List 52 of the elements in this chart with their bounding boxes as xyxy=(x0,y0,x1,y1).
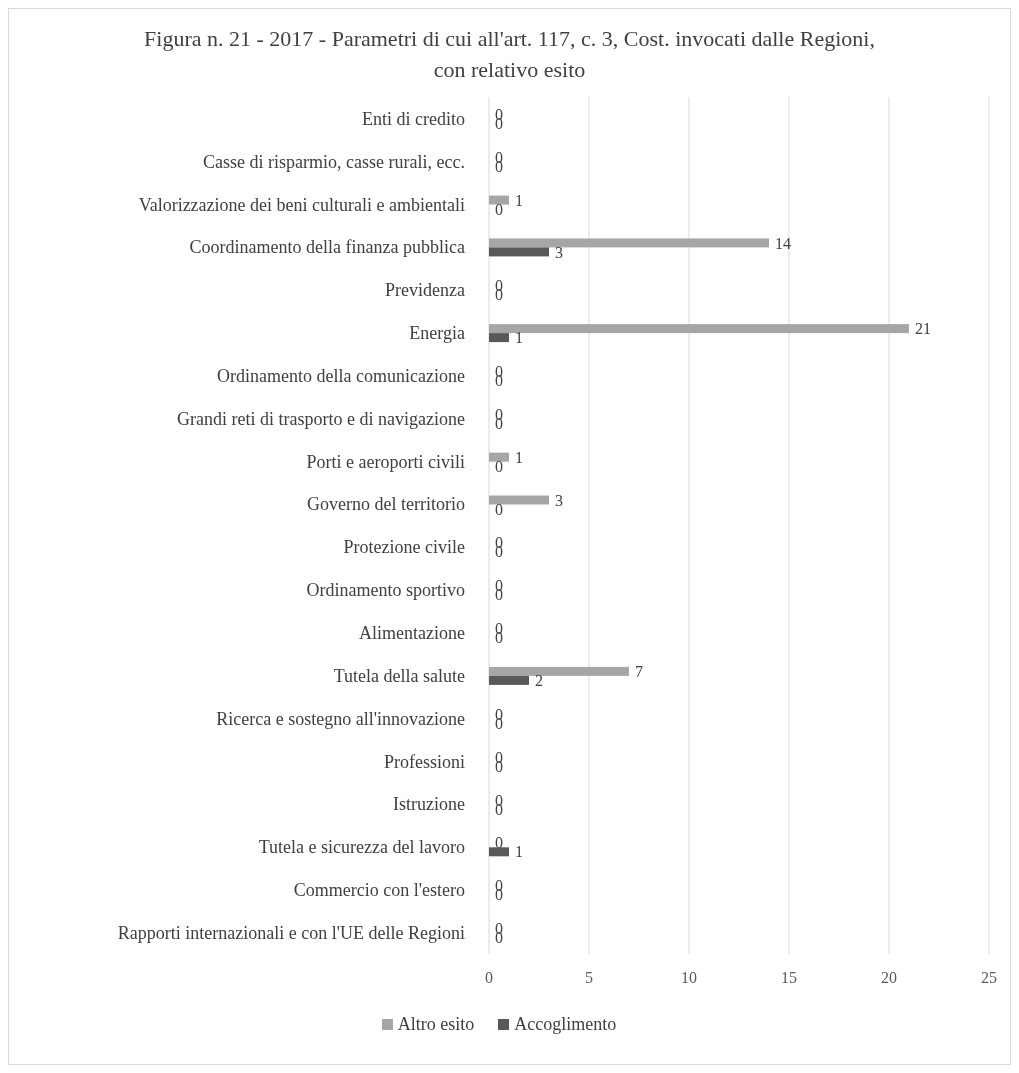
y-tick-label: Casse di risparmio, casse rurali, ecc. xyxy=(203,151,465,172)
y-tick-label: Alimentazione xyxy=(359,623,465,644)
data-label: 0 xyxy=(495,457,503,475)
data-label: 2 xyxy=(535,672,543,690)
y-tick-label: Tutela della salute xyxy=(333,665,466,686)
data-label: 21 xyxy=(915,320,931,338)
bar xyxy=(489,675,529,685)
bar xyxy=(489,333,509,343)
y-tick-label: Enti di credito xyxy=(362,108,465,129)
data-label: 1 xyxy=(515,329,523,347)
data-label: 1 xyxy=(515,448,523,466)
y-tick-label: Tutela e sicurezza del lavoro xyxy=(258,837,465,858)
y-tick-label: Governo del territorio xyxy=(307,494,465,515)
data-label: 0 xyxy=(495,200,503,218)
y-tick-label: Porti e aeroporti civili xyxy=(306,451,465,472)
x-tick-label: 10 xyxy=(681,969,697,987)
bar xyxy=(489,238,769,248)
y-tick-label: Ordinamento sportivo xyxy=(306,580,465,601)
y-tick-label: Energia xyxy=(409,323,465,344)
data-label: 1 xyxy=(515,843,523,861)
data-label: 3 xyxy=(555,243,563,261)
bar xyxy=(489,495,549,505)
y-tick-label: Rapporti internazionali e con l'UE delle Regioni xyxy=(117,922,465,943)
y-tick-label: Valorizzazione dei beni culturali e ambientali xyxy=(138,194,465,215)
y-tick-label: Previdenza xyxy=(385,280,465,301)
data-label: 0 xyxy=(495,500,503,518)
bar xyxy=(489,847,509,857)
y-tick-label: Grandi reti di trasporto e di navigazione xyxy=(177,408,466,429)
y-tick-label: Ordinamento della comunicazione xyxy=(217,365,466,386)
x-tick-label: 20 xyxy=(881,969,897,987)
y-tick-label: Protezione civile xyxy=(343,537,465,558)
chart-title: Figura n. 21 - 2017 - Parametri di cui all'art. 117, c. 3, Cost. invocati dalle Regioni, con relativo esito xyxy=(143,25,876,84)
data-label: 1 xyxy=(515,191,523,209)
legend-label: Altro esito xyxy=(396,1014,475,1035)
x-tick-label: 5 xyxy=(585,969,593,987)
y-tick-label: Professioni xyxy=(384,751,465,772)
bar xyxy=(489,666,629,676)
bar xyxy=(489,324,909,334)
y-tick-label: Coordinamento della finanza pubblica xyxy=(189,237,466,258)
x-tick-label: 0 xyxy=(485,969,493,987)
x-tick-label: 25 xyxy=(981,969,997,987)
data-label: 14 xyxy=(775,234,791,252)
y-tick-label: Ricerca e sostegno all'innovazione xyxy=(216,708,466,729)
data-label: 7 xyxy=(635,663,643,681)
bar xyxy=(489,195,509,205)
data-label: 3 xyxy=(555,491,563,509)
y-tick-label: Istruzione xyxy=(393,794,465,815)
bar xyxy=(489,452,509,462)
bar xyxy=(489,247,549,257)
x-tick-label: 15 xyxy=(781,969,797,987)
legend-label: Accoglimento xyxy=(513,1014,617,1035)
y-tick-label: Commercio con l'estero xyxy=(293,880,465,901)
